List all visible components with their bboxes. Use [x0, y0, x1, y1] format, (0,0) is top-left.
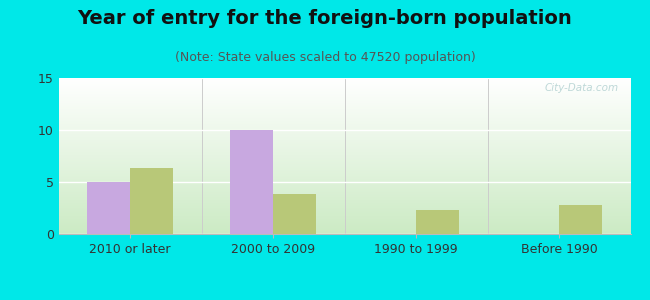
- Text: City-Data.com: City-Data.com: [545, 83, 619, 93]
- Bar: [130, 169, 173, 234]
- Text: Year of entry for the foreign-born population: Year of entry for the foreign-born popul…: [77, 9, 573, 28]
- Bar: [273, 194, 316, 234]
- Text: (Note: State values scaled to 47520 population): (Note: State values scaled to 47520 popu…: [175, 51, 475, 64]
- Bar: [230, 130, 273, 234]
- Bar: [416, 210, 459, 234]
- Bar: [559, 205, 602, 234]
- Bar: [87, 182, 130, 234]
